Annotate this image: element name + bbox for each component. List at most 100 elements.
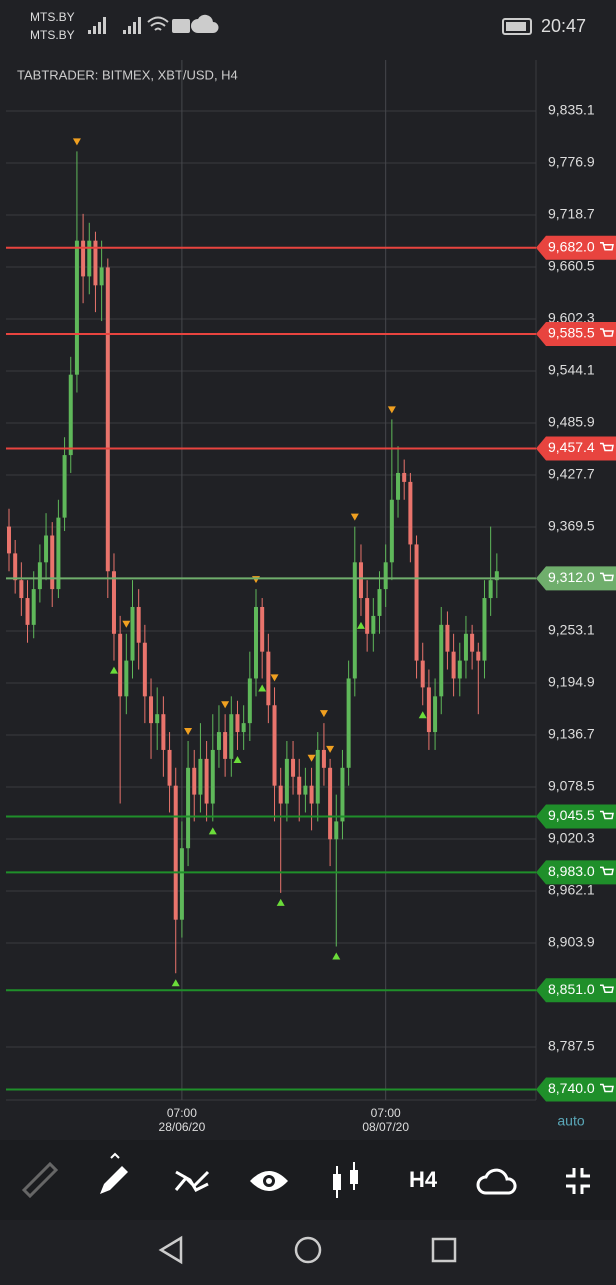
cart-icon xyxy=(600,1083,614,1093)
level-label: 8,983.0 xyxy=(548,863,595,879)
candle-body xyxy=(346,678,351,768)
sell-signal xyxy=(319,710,328,718)
candle-body xyxy=(315,749,320,804)
buy-signal xyxy=(171,979,180,987)
candle-body xyxy=(31,589,36,625)
back-button[interactable] xyxy=(158,1235,183,1265)
timeframe-button[interactable]: H4 xyxy=(409,1167,438,1192)
candle-body xyxy=(93,240,98,286)
level-tag xyxy=(536,1077,616,1102)
y-tick-label: 9,136.7 xyxy=(548,726,595,742)
y-tick-label: 9,369.5 xyxy=(548,518,595,534)
candle-body xyxy=(414,544,419,661)
candle-body xyxy=(266,651,271,706)
candle-body xyxy=(408,481,413,545)
candle-body xyxy=(167,749,172,786)
candle-body xyxy=(303,785,308,795)
fullscreen-button[interactable] xyxy=(566,1168,590,1194)
axis-mode[interactable]: auto xyxy=(557,1113,584,1129)
candle-body xyxy=(105,267,110,572)
candle-body xyxy=(19,580,24,599)
eye-button[interactable] xyxy=(250,1171,288,1191)
y-tick-label: 9,020.3 xyxy=(548,830,595,846)
candle-body xyxy=(173,785,178,920)
y-tick-label: 8,962.1 xyxy=(548,882,595,898)
indicators-button[interactable] xyxy=(174,1170,210,1192)
home-button[interactable] xyxy=(294,1236,322,1264)
level-tag xyxy=(536,566,616,591)
candle-body xyxy=(81,240,86,277)
candle-body xyxy=(50,535,55,590)
buy-signal xyxy=(356,621,365,629)
candle-body xyxy=(488,580,493,599)
candle-body xyxy=(155,714,160,724)
candle-body xyxy=(352,562,357,679)
y-tick-label: 9,253.1 xyxy=(548,622,595,638)
cloud-button[interactable] xyxy=(476,1168,517,1195)
candle-body xyxy=(433,696,438,733)
cart-icon xyxy=(600,442,614,452)
level-label: 9,457.4 xyxy=(548,439,595,455)
recents-button[interactable] xyxy=(431,1237,457,1263)
candle-body xyxy=(118,633,123,697)
level-label: 8,740.0 xyxy=(548,1080,595,1096)
candle-body xyxy=(25,598,30,625)
sell-signal xyxy=(387,406,396,414)
candle-body xyxy=(204,758,209,804)
x-tick-label: 28/06/20 xyxy=(159,1120,206,1134)
candle-body xyxy=(7,526,11,554)
nav-bar xyxy=(0,1220,616,1280)
candle-body xyxy=(476,651,481,661)
level-tag xyxy=(536,235,616,260)
level-label: 8,851.0 xyxy=(548,981,595,997)
cart-icon xyxy=(600,984,614,994)
draw-button[interactable] xyxy=(100,1152,128,1194)
candle-body xyxy=(68,374,73,456)
chart-type-button[interactable] xyxy=(333,1162,358,1198)
carrier: MTS.BY xyxy=(30,10,75,24)
candle-body xyxy=(124,660,129,697)
buy-signal xyxy=(208,827,217,835)
candle-body xyxy=(402,472,407,482)
candle-body xyxy=(216,732,221,750)
candle-body xyxy=(37,562,42,590)
candle-body xyxy=(62,455,67,518)
level-tag xyxy=(536,436,616,461)
candle-body xyxy=(192,767,197,795)
level-tag xyxy=(536,978,616,1003)
wifi-icon xyxy=(147,16,169,31)
candle-body xyxy=(241,723,246,733)
candle-body xyxy=(272,705,277,786)
level-label: 9,312.0 xyxy=(548,569,595,585)
buy-signal xyxy=(332,952,341,960)
sell-signal xyxy=(221,701,230,709)
toolbar xyxy=(0,1140,616,1220)
candle-body xyxy=(87,240,92,277)
y-tick-label: 9,194.9 xyxy=(548,674,595,690)
candle-body xyxy=(210,749,215,804)
x-tick-label: 07:00 xyxy=(371,1106,401,1120)
candle-body xyxy=(365,598,370,634)
candle-body xyxy=(99,267,104,286)
y-tick-label: 8,903.9 xyxy=(548,934,595,950)
sell-signal xyxy=(270,674,279,682)
buy-signal xyxy=(418,711,427,719)
candle-body xyxy=(445,624,450,652)
candle-body xyxy=(451,651,456,679)
candle-body xyxy=(254,606,258,679)
level-tag xyxy=(536,804,616,829)
plot: 9,835.1 9,776.9 9,718.7 9,660.5 9,602.3 9,544… xyxy=(6,60,616,1134)
candle-body xyxy=(223,732,228,759)
ruler-button[interactable] xyxy=(21,1161,59,1199)
y-tick-label: 9,427.7 xyxy=(548,466,595,482)
cart-icon xyxy=(600,328,614,337)
sell-signal xyxy=(307,754,316,762)
candle-body xyxy=(383,562,388,590)
cart-icon xyxy=(600,810,614,820)
candle-body xyxy=(136,606,141,643)
sell-signal xyxy=(350,513,359,521)
candle-body xyxy=(186,767,191,849)
candle-body xyxy=(229,714,234,759)
